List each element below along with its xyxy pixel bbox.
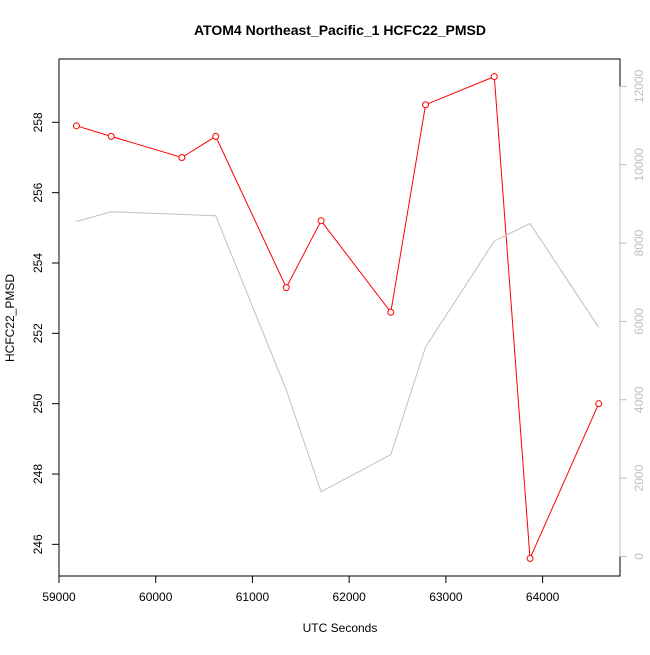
y-tick-label: 254 xyxy=(31,253,45,273)
y-tick-label: 250 xyxy=(31,393,45,413)
chart-title: ATOM4 Northeast_Pacific_1 HCFC22_PMSD xyxy=(194,22,486,38)
y-tick-label: 258 xyxy=(31,112,45,132)
x-tick-label: 60000 xyxy=(139,590,173,604)
y2-tick-label: 8000 xyxy=(632,229,646,256)
data-point xyxy=(490,73,498,81)
y2-tick-label: 4000 xyxy=(632,386,646,413)
y-axis-right: 0 2000 4000 6000 8000 10000 12000 xyxy=(619,69,646,560)
x-tick-label: 64000 xyxy=(526,590,560,604)
data-point xyxy=(387,308,395,316)
x-tick-label: 59000 xyxy=(42,590,76,604)
x-axis: 59000 60000 61000 62000 63000 64000 xyxy=(42,575,560,604)
data-point xyxy=(212,132,220,140)
data-point xyxy=(526,554,534,562)
y-axis-label: HCFC22_PMSD xyxy=(3,274,17,362)
x-axis-label: UTC Seconds xyxy=(303,621,378,635)
y-tick-label: 252 xyxy=(31,323,45,343)
y2-tick-label: 12000 xyxy=(632,69,646,103)
y2-tick-label: 6000 xyxy=(632,308,646,335)
y2-tick-label: 2000 xyxy=(632,464,646,491)
y2-tick-label: 10000 xyxy=(632,148,646,182)
series-line-primary xyxy=(76,75,600,559)
data-point xyxy=(595,400,603,408)
y-axis-left: 246 248 250 252 254 256 258 xyxy=(31,112,60,554)
data-point xyxy=(282,284,290,292)
y2-tick-label: 0 xyxy=(632,553,646,560)
x-tick-label: 61000 xyxy=(236,590,270,604)
data-point xyxy=(72,122,80,130)
data-point xyxy=(317,217,325,225)
data-point xyxy=(178,153,186,161)
y-tick-label: 246 xyxy=(31,534,45,554)
series-line-secondary xyxy=(76,211,600,493)
y-tick-label: 256 xyxy=(31,182,45,202)
data-point xyxy=(422,101,430,109)
x-tick-label: 62000 xyxy=(332,590,366,604)
data-point xyxy=(107,132,115,140)
series-layer xyxy=(72,73,603,562)
y-tick-label: 248 xyxy=(31,464,45,484)
x-tick-label: 63000 xyxy=(429,590,463,604)
plot-frame xyxy=(58,58,621,577)
